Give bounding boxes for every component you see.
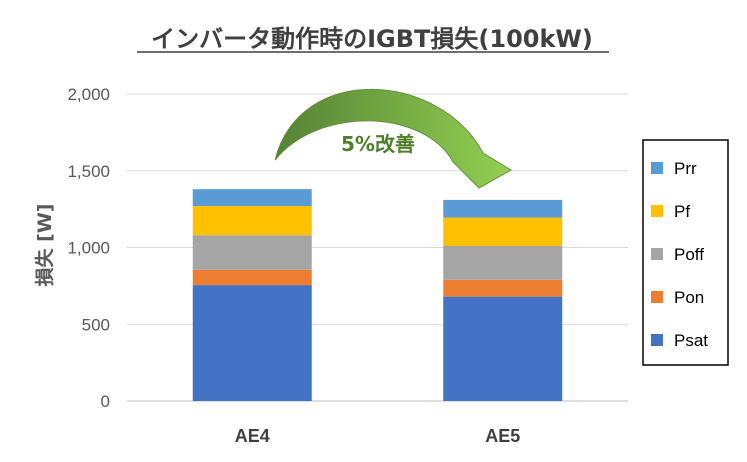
legend-swatch-prr xyxy=(651,162,663,174)
bar-segment-pf-ae5 xyxy=(443,217,563,246)
y-tick-label: 1,500 xyxy=(67,162,110,181)
legend-label-pf: Pf xyxy=(674,202,690,221)
bar-segment-poff-ae5 xyxy=(443,245,563,280)
legend-swatch-pf xyxy=(651,205,663,217)
bar-segment-pon-ae5 xyxy=(443,279,563,297)
legend-label-poff: Poff xyxy=(674,245,704,264)
legend-swatch-pon xyxy=(651,291,663,303)
bar-segment-pf-ae4 xyxy=(192,206,312,236)
y-axis-ticks: 0 500 1,000 1,500 2,000 xyxy=(67,85,110,411)
x-category-label: AE5 xyxy=(485,426,520,446)
y-tick-label: 2,000 xyxy=(67,85,110,104)
legend-swatch-poff xyxy=(651,248,663,260)
y-tick-label: 0 xyxy=(101,392,110,411)
legend: Prr Pf Poff Pon Psat xyxy=(642,139,729,366)
y-axis-label: 損失 [W] xyxy=(33,204,56,287)
legend-swatch-psat xyxy=(651,334,663,346)
legend-label-pon: Pon xyxy=(674,288,704,307)
improvement-arrow-icon xyxy=(274,89,512,189)
y-tick-label: 500 xyxy=(82,315,110,334)
x-axis-categories: AE4 AE5 xyxy=(235,426,521,446)
bar-segment-pon-ae4 xyxy=(192,269,312,286)
y-tick-label: 1,000 xyxy=(67,239,110,258)
legend-label-psat: Psat xyxy=(674,331,708,350)
bar-segment-poff-ae4 xyxy=(192,235,312,270)
bar-segment-prr-ae5 xyxy=(443,199,563,218)
bar-segment-psat-ae5 xyxy=(443,296,563,401)
bars xyxy=(192,189,563,401)
bar-segment-psat-ae4 xyxy=(192,285,312,401)
improvement-annotation: 5%改善 xyxy=(341,132,415,156)
bar-segment-prr-ae4 xyxy=(192,189,312,207)
chart-title: インバータ動作時のIGBT損失(100kW) xyxy=(151,25,593,53)
x-category-label: AE4 xyxy=(235,426,270,446)
legend-label-prr: Prr xyxy=(674,159,697,178)
